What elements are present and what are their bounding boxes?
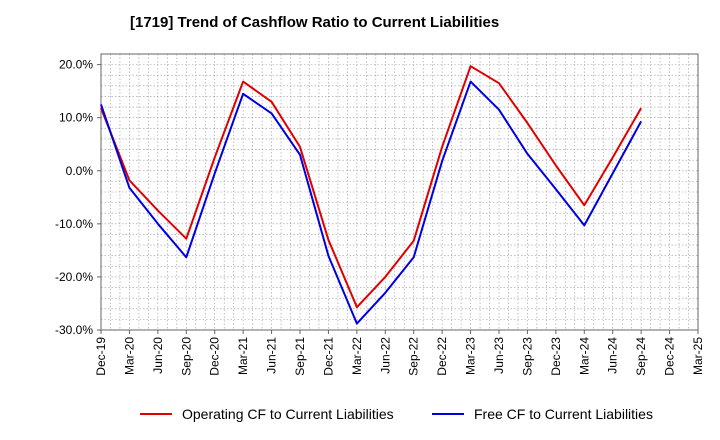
y-tick-label: 0.0%: [66, 164, 94, 178]
x-tick-label: Dec-19: [94, 337, 108, 376]
x-tick-label: Jun-23: [492, 337, 506, 374]
x-tick-label: Jun-24: [606, 337, 620, 374]
x-tick-label: Sep-22: [407, 337, 421, 376]
x-tick-label: Jun-22: [378, 337, 392, 374]
grid-layer: [101, 53, 698, 330]
x-tick-label: Dec-22: [435, 337, 449, 376]
x-axis: Dec-19 Mar-20 Jun-20 Sep-20 Dec-20 Mar-21 Jun-…: [94, 330, 705, 376]
y-tick-label: 10.0%: [59, 111, 93, 125]
x-tick-label: Sep-21: [293, 337, 307, 376]
x-tick-label: Dec-21: [321, 337, 335, 376]
y-tick-label: -30.0%: [55, 323, 93, 337]
series-line-2: [100, 80, 642, 325]
x-tick-label: Mar-20: [122, 337, 136, 375]
x-tick-label: Mar-22: [350, 337, 364, 375]
legend-label-1: Operating CF to Current Liabilities: [182, 406, 394, 422]
chart-title: [1719] Trend of Cashflow Ratio to Curren…: [130, 14, 500, 31]
x-tick-label: Sep-23: [520, 337, 534, 376]
x-tick-label: Jun-21: [265, 337, 279, 374]
x-tick-label: Sep-20: [179, 337, 193, 376]
y-tick-label: 20.0%: [59, 58, 93, 72]
x-tick-label: Dec-23: [549, 337, 563, 376]
plot-area: [100, 53, 699, 331]
x-tick-label: Mar-23: [464, 337, 478, 375]
x-tick-label: Dec-20: [208, 337, 222, 376]
y-tick-label: -10.0%: [55, 217, 93, 231]
x-tick-label: Mar-25: [691, 337, 705, 375]
x-tick-label: Mar-24: [577, 337, 591, 375]
y-tick-label: -20.0%: [55, 270, 93, 284]
y-axis: 20.0% 10.0% 0.0% -10.0% -20.0% -30.0%: [55, 58, 101, 337]
series-line-1: [100, 65, 642, 309]
series-layer: [100, 65, 642, 325]
legend: Operating CF to Current Liabilities Free …: [140, 406, 653, 422]
x-tick-label: Sep-24: [634, 337, 648, 376]
x-tick-label: Dec-24: [663, 337, 677, 376]
legend-label-2: Free CF to Current Liabilities: [474, 406, 653, 422]
x-tick-label: Mar-21: [236, 337, 250, 375]
x-tick-label: Jun-20: [151, 337, 165, 374]
